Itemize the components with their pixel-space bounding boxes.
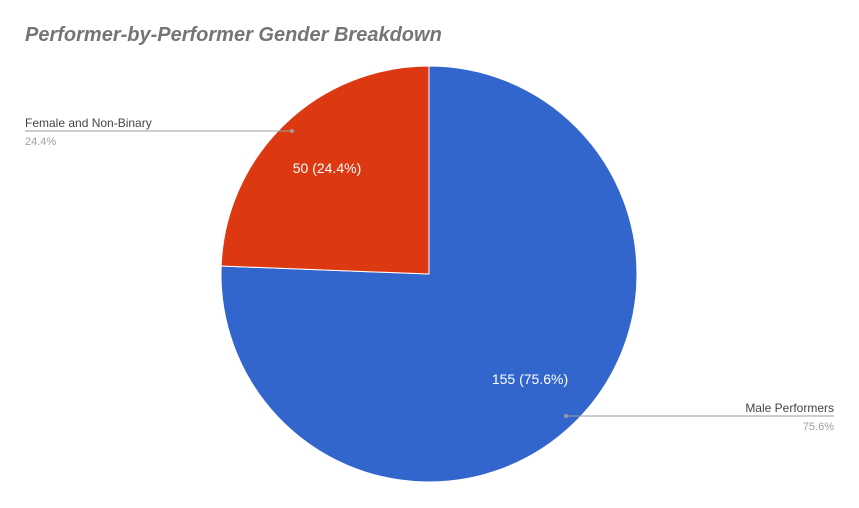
legend-percent-male-performers: 75.6%: [803, 421, 834, 433]
pie-slice-female-and-non-binary[interactable]: [220, 65, 430, 275]
legend-label-female-and-non-binary: Female and Non-Binary: [25, 116, 152, 130]
pie-slice-male-performers[interactable]: [220, 65, 638, 483]
slice-data-label-male-performers: 155 (75.6%): [492, 371, 568, 387]
slice-data-label-female-and-non-binary: 50 (24.4%): [293, 160, 361, 176]
leader-dot-female-and-non-binary: [290, 129, 294, 133]
chart-title: Performer-by-Performer Gender Breakdown: [25, 24, 442, 46]
legend-label-male-performers: Male Performers: [745, 401, 834, 415]
leader-dot-male-performers: [564, 414, 568, 418]
legend-percent-female-and-non-binary: 24.4%: [25, 136, 56, 148]
